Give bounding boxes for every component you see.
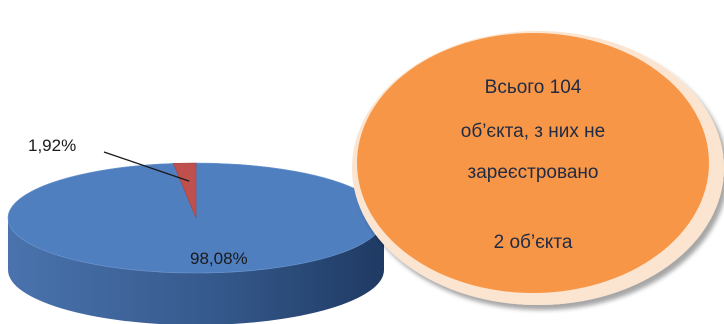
pie-group: 1,92% 98,08% xyxy=(7,136,385,324)
callout-line-3: зареєстровано xyxy=(468,162,599,183)
callout-line-2: об’єкта, з них не xyxy=(461,121,605,142)
callout-line-1: Всього 104 xyxy=(485,77,582,98)
slice-label-main: 98,08% xyxy=(190,249,248,268)
pie-side-wall xyxy=(8,218,384,324)
callout-bubble: Всього 104 об’єкта, з них не зареєстрова… xyxy=(352,31,724,305)
callout-oval xyxy=(357,33,709,293)
pie-slice-small xyxy=(172,162,197,219)
callout-line-4: 2 об’єкта xyxy=(494,232,573,253)
leader-line xyxy=(103,151,190,182)
slice-label-small: 1,92% xyxy=(28,136,76,155)
